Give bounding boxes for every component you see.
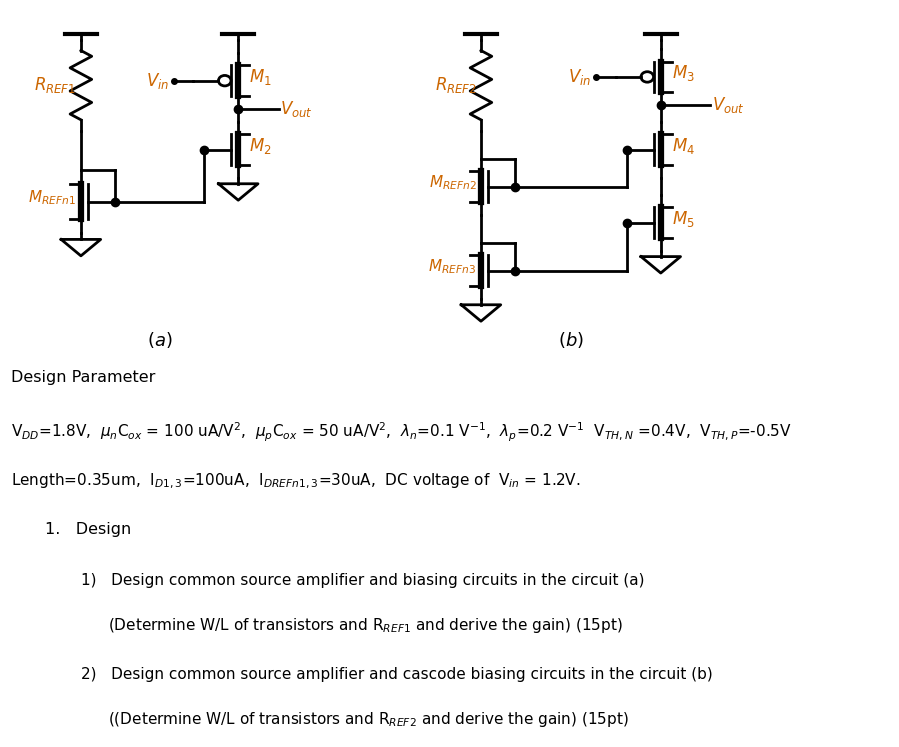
Text: V$_{DD}$=1.8V,  $\mu_n$C$_{ox}$ = 100 uA/V$^2$,  $\mu_p$C$_{ox}$ = 50 uA/V$^2$, : V$_{DD}$=1.8V, $\mu_n$C$_{ox}$ = 100 uA/… [11, 421, 792, 444]
Text: Length=0.35um,  I$_{D1,3}$=100uA,  I$_{DREFn1,3}$=30uA,  DC voltage of  V$_{in}$: Length=0.35um, I$_{D1,3}$=100uA, I$_{DRE… [11, 471, 581, 491]
Text: $M_2$: $M_2$ [249, 136, 271, 156]
Text: $M_{REFn1}$: $M_{REFn1}$ [29, 188, 76, 208]
Text: $M_{REFn2}$: $M_{REFn2}$ [429, 173, 476, 193]
Text: $M_{REFn3}$: $M_{REFn3}$ [428, 258, 476, 276]
Text: $V_{in}$: $V_{in}$ [146, 71, 169, 90]
Text: 2)   Design common source amplifier and cascode biasing circuits in the circuit : 2) Design common source amplifier and ca… [81, 667, 713, 682]
Text: $V_{out}$: $V_{out}$ [280, 99, 313, 119]
Text: 1.   Design: 1. Design [45, 522, 131, 537]
Text: $V_{in}$: $V_{in}$ [568, 67, 592, 87]
Text: $M_1$: $M_1$ [249, 67, 271, 87]
Text: ((Determine W/L of transistors and R$_{REF2}$ and derive the gain) (15pt): ((Determine W/L of transistors and R$_{R… [108, 710, 628, 729]
Text: (Determine W/L of transistors and R$_{REF1}$ and derive the gain) (15pt): (Determine W/L of transistors and R$_{RE… [108, 616, 623, 635]
Text: $R_{REF2}$: $R_{REF2}$ [434, 75, 476, 95]
Text: $R_{REF1}$: $R_{REF1}$ [34, 75, 76, 95]
Text: 1)   Design common source amplifier and biasing circuits in the circuit (a): 1) Design common source amplifier and bi… [81, 573, 645, 588]
Text: $\mathbf{\mathit{(b)}}$: $\mathbf{\mathit{(b)}}$ [558, 330, 583, 350]
Text: $V_{out}$: $V_{out}$ [712, 95, 744, 115]
Text: $\mathbf{\mathit{(a)}}$: $\mathbf{\mathit{(a)}}$ [147, 330, 173, 350]
Text: $M_5$: $M_5$ [672, 209, 694, 229]
Text: $M_4$: $M_4$ [672, 136, 695, 156]
Text: $M_3$: $M_3$ [672, 63, 694, 83]
Text: Design Parameter: Design Parameter [11, 370, 156, 385]
